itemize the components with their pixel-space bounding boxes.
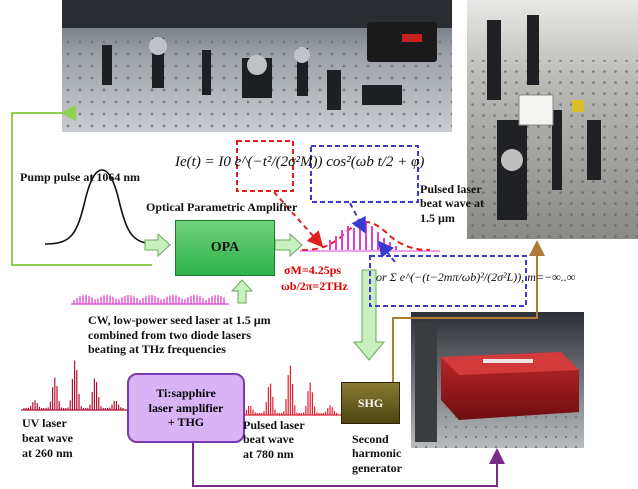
label-opa-title: Optical Parametric Amplifier (146, 200, 298, 214)
photo-optical-table-right (467, 0, 638, 239)
photo-laser-amplifier (411, 312, 584, 448)
arrow-to-shg (352, 269, 386, 361)
beat-wave-780nm (239, 365, 341, 416)
eq-gaussian-box (236, 140, 294, 192)
purple-connector (192, 441, 505, 487)
arrow-opa-to-output (274, 232, 303, 258)
pulse-train-15um (329, 222, 397, 250)
arrow-seed-to-opa (230, 279, 254, 304)
photo-optical-table-top (62, 0, 452, 132)
label-uv: UV laser beat wave at 260 nm (22, 416, 73, 460)
label-cw-seed: CW, low-power seed laser at 1.5 µm combi… (88, 313, 271, 357)
cw-seed-waveform (71, 295, 229, 305)
equation-main-text: Ie(t) = I0 e^(−t²/(2σ²M)) cos²(ωb t/2 + … (175, 154, 425, 170)
ti-sapphire-label: Ti:sapphire laser amplifier + THG (148, 386, 224, 430)
label-sigma: σM=4.25ps (284, 263, 342, 277)
opa-box: OPA (175, 220, 275, 276)
opa-label: OPA (210, 240, 240, 255)
green-connector (11, 105, 152, 266)
eq-sum-box (369, 255, 527, 307)
brown-connector (392, 240, 545, 383)
shg-label: SHG (357, 395, 384, 410)
ti-sapphire-box: Ti:sapphire laser amplifier + THG (127, 373, 245, 443)
eq-cos-box (310, 145, 419, 203)
shg-box: SHG (341, 382, 400, 424)
label-shg-caption: Second harmonic generator (352, 432, 402, 475)
label-pulsed-780: Pulsed laser beat wave at 780 nm (243, 418, 305, 461)
label-pulsed-15um: Pulsed laser beat wave at 1.5 µm (420, 182, 484, 225)
label-pump: Pump pulse at 1064 nm (20, 170, 141, 184)
pump-pulse-waveform (44, 169, 159, 245)
equation-alt-text: or Σ e^(−(t−2mπ/ωb)²/(2σ²L)), m=−∞..∞ (376, 270, 576, 284)
label-omega: ωb/2π=2THz (281, 279, 348, 293)
equation-alt: or Σ e^(−(t−2mπ/ωb)²/(2σ²L)), m=−∞..∞ (376, 270, 575, 285)
uv-beat-wave (21, 360, 127, 411)
arrow-pump-to-opa (144, 232, 171, 258)
